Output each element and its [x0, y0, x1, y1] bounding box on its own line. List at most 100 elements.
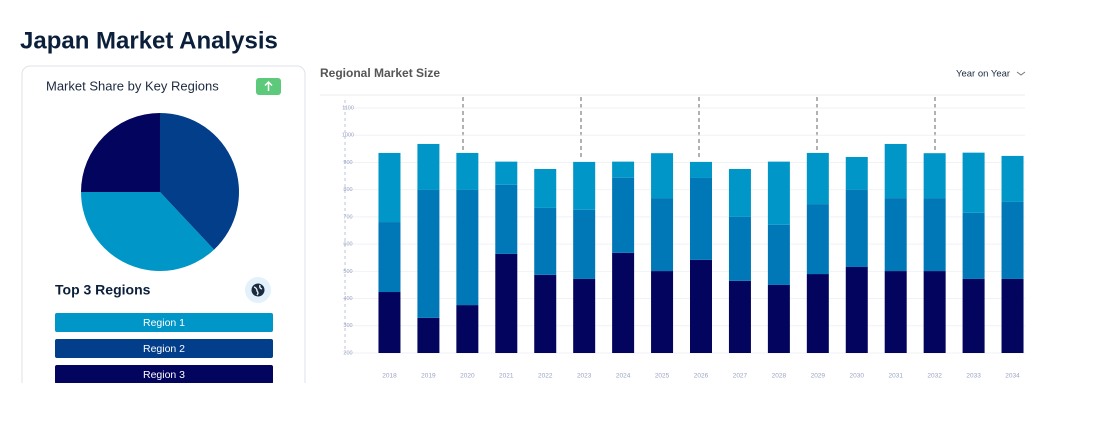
bar-segment	[651, 198, 674, 272]
bar-segment	[378, 152, 401, 223]
decor-lines	[462, 97, 936, 160]
bar-segment	[767, 161, 790, 225]
bar-segment	[728, 280, 751, 353]
bar-segment	[962, 212, 985, 279]
x-tick-label: 2033	[966, 373, 981, 380]
bar-segment	[651, 271, 674, 353]
y-tick-label: 1100	[342, 105, 354, 111]
x-tick-label: 2030	[850, 373, 865, 380]
chart-title: Regional Market Size	[320, 66, 440, 80]
region-button[interactable]	[55, 313, 273, 332]
bar-segment	[728, 216, 751, 281]
globe-lines	[253, 284, 263, 296]
bar-segment	[573, 161, 596, 210]
x-tick-label: 2029	[811, 373, 826, 380]
bar-segment	[884, 198, 907, 272]
x-tick-label: 2031	[888, 373, 903, 380]
bar-segment	[845, 189, 868, 267]
bar-segment	[378, 292, 401, 353]
x-tick-label: 2019	[421, 373, 436, 380]
region-label: Region 1	[143, 317, 185, 329]
bar-segment	[612, 161, 635, 178]
x-tick-label: 2034	[1005, 373, 1020, 380]
region-button[interactable]	[55, 339, 273, 358]
y-tick-label: 300	[343, 323, 352, 329]
x-tick-label: 2022	[538, 373, 553, 380]
bar-segment	[417, 143, 440, 190]
bar-segment	[495, 253, 518, 353]
bar-segment	[495, 161, 518, 185]
region-list: Region 1 Region 2 Region 3	[55, 313, 273, 384]
bar-segment	[962, 278, 985, 353]
bar-segment	[1001, 278, 1024, 353]
x-tick-label: 2024	[616, 373, 631, 380]
pie-slice	[81, 192, 215, 271]
bar-segment	[573, 278, 596, 353]
bar-segment	[417, 317, 440, 353]
card-title: Market Share by Key Regions	[46, 78, 219, 93]
bar-segment	[767, 284, 790, 353]
y-tick-label: 900	[343, 160, 352, 166]
export-button[interactable]	[256, 78, 281, 95]
region-button[interactable]	[55, 365, 273, 384]
y-tick-label: 1000	[342, 133, 354, 139]
select-label[interactable]: Year on Year	[956, 69, 1010, 80]
bar-segment	[456, 152, 479, 190]
bar-segment	[845, 157, 868, 190]
bar-segment	[378, 222, 401, 293]
chevron	[1016, 71, 1026, 76]
x-tick-label: 2020	[460, 373, 475, 380]
bar-segment	[651, 153, 674, 199]
bar-segment	[534, 168, 557, 208]
arrow-icon	[264, 80, 273, 91]
bar-segment	[806, 204, 829, 275]
y-tick-label: 800	[343, 187, 352, 193]
bar-chart: 200 300 400 500 600 700 800 900 1000 1100 2018 2019…	[342, 105, 1025, 380]
bar-segment	[612, 177, 635, 253]
bar-segment	[923, 198, 946, 272]
x-tick-label: 2027	[733, 373, 748, 380]
bar-segment	[456, 189, 479, 306]
bar-segment	[690, 177, 712, 260]
bar-segment	[845, 266, 868, 353]
bar-segment	[806, 152, 829, 205]
bar-segment	[534, 207, 557, 275]
x-tick-label: 2018	[382, 373, 397, 380]
bar-segment	[923, 271, 946, 353]
bar-segment	[962, 152, 985, 213]
bar-segment	[690, 259, 712, 353]
bar-segment	[767, 224, 790, 285]
x-tick-label: 2028	[772, 373, 787, 380]
region-label: Region 3	[143, 369, 185, 381]
x-tick-label: 2021	[499, 373, 514, 380]
x-tick-label: 2025	[655, 373, 670, 380]
y-tick-label: 400	[343, 296, 352, 302]
bar-segment	[573, 209, 596, 279]
pie-slice	[81, 113, 160, 192]
bar-segment	[495, 184, 518, 254]
region-label: Region 2	[143, 343, 185, 355]
bar-segment	[1001, 155, 1024, 202]
y-tick-label: 200	[343, 350, 352, 356]
bar-segment	[728, 168, 751, 217]
bar-segment	[690, 161, 712, 178]
x-tick-label: 2026	[694, 373, 709, 380]
y-tick-label: 500	[343, 269, 352, 275]
fold	[0, 383, 1094, 416]
bar-segment	[1001, 201, 1024, 279]
bar-segment	[884, 271, 907, 353]
bar-segment	[884, 143, 907, 199]
y-tick-label: 600	[343, 242, 352, 248]
globe-button[interactable]	[245, 277, 271, 303]
x-tick-label: 2032	[927, 373, 942, 380]
x-tick-label: 2023	[577, 373, 592, 380]
period-select[interactable]: Year on Year	[956, 69, 1026, 80]
page-title: Japan Market Analysis	[20, 27, 278, 54]
bar-segment	[417, 189, 440, 318]
bar-segment	[923, 153, 946, 199]
section-title: Top 3 Regions	[55, 282, 151, 298]
pie-chart	[81, 113, 240, 271]
bar-segment	[806, 274, 829, 353]
